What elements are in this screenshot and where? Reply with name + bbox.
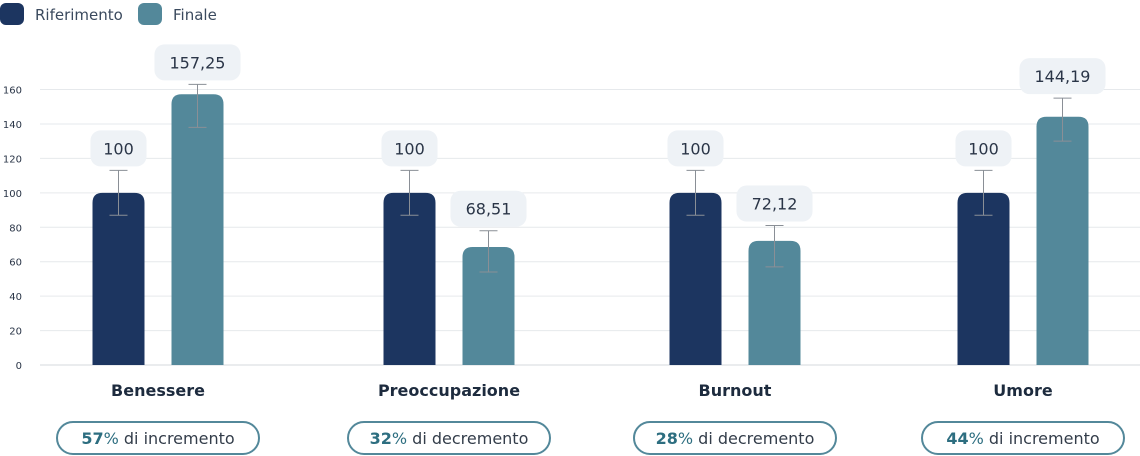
legend: Riferimento Finale xyxy=(0,3,217,25)
change-badge-text: 44% di incremento xyxy=(946,429,1099,448)
change-badge-text: 32% di decremento xyxy=(370,429,529,448)
data-label-bubble xyxy=(667,130,724,167)
bar-riferimento-umore xyxy=(957,192,1010,365)
error-bar-finale-burnout xyxy=(765,225,784,268)
data-label-text: 144,19 xyxy=(1035,67,1091,86)
legend-swatch-finale xyxy=(138,3,162,25)
data-labels: 100 157,25 100 68,51 100 72,12 100 144,19 xyxy=(90,44,1106,227)
y-tick-label-40: 40 xyxy=(9,292,22,303)
error-bar-finale-preoccupazione xyxy=(479,230,498,273)
change-unit: % xyxy=(969,429,984,448)
change-unit: % xyxy=(104,429,119,448)
legend-swatch-riferimento xyxy=(0,3,24,25)
y-tick-label-0: 0 xyxy=(16,361,22,372)
y-tick-label-100: 100 xyxy=(3,189,22,200)
change-description: di incremento xyxy=(984,429,1100,448)
data-label-riferimento-benessere: 100 xyxy=(90,130,147,167)
change-badge-burnout: 28% di decremento xyxy=(633,421,837,455)
x-tick-label-umore: Umore xyxy=(993,381,1053,400)
data-label-text: 100 xyxy=(394,139,425,158)
data-label-text: 100 xyxy=(680,139,711,158)
change-description: di decremento xyxy=(693,429,814,448)
change-value: 57 xyxy=(81,429,103,448)
bar-finale-preoccupazione xyxy=(462,247,515,365)
change-description: di incremento xyxy=(119,429,235,448)
x-axis: Benessere Preoccupazione Burnout Umore xyxy=(111,381,1053,400)
data-label-bubble xyxy=(1019,58,1106,95)
data-label-text: 72,12 xyxy=(752,195,798,214)
data-label-bubble xyxy=(736,185,813,222)
change-badge-preoccupazione: 32% di decremento xyxy=(347,421,551,455)
change-description: di decremento xyxy=(407,429,528,448)
change-badge-benessere: 57% di incremento xyxy=(56,421,260,455)
change-badge-outline xyxy=(633,421,837,455)
change-unit: % xyxy=(392,429,407,448)
data-label-bubble xyxy=(450,190,527,227)
x-tick-label-preoccupazione: Preoccupazione xyxy=(378,381,520,400)
x-tick-label-benessere: Benessere xyxy=(111,381,205,400)
data-label-finale-umore: 144,19 xyxy=(1019,58,1106,95)
data-label-text: 100 xyxy=(968,139,999,158)
change-badge-umore: 44% di incremento xyxy=(921,421,1125,455)
bar-finale-benessere xyxy=(171,94,224,365)
data-label-text: 157,25 xyxy=(170,53,226,72)
data-label-riferimento-preoccupazione: 100 xyxy=(381,130,438,167)
error-bar-riferimento-burnout xyxy=(686,169,705,216)
bar-finale-umore xyxy=(1036,116,1089,366)
data-label-text: 68,51 xyxy=(466,200,512,219)
y-tick-label-160: 160 xyxy=(3,86,22,97)
data-label-riferimento-burnout: 100 xyxy=(667,130,724,167)
bar-finale-burnout xyxy=(748,240,801,365)
error-bar-riferimento-umore xyxy=(974,169,993,216)
y-tick-label-140: 140 xyxy=(3,120,22,131)
data-label-bubble xyxy=(154,44,241,81)
error-bar-riferimento-preoccupazione xyxy=(400,169,419,216)
y-tick-label-80: 80 xyxy=(9,223,22,234)
y-axis: 0 20 40 60 80 100 120 140 160 xyxy=(3,86,22,373)
error-bar-riferimento-benessere xyxy=(109,169,128,216)
change-value: 28 xyxy=(656,429,678,448)
bar-riferimento-benessere xyxy=(92,192,145,365)
data-label-riferimento-umore: 100 xyxy=(955,130,1012,167)
change-badge-outline xyxy=(56,421,260,455)
data-label-finale-benessere: 157,25 xyxy=(154,44,241,81)
data-label-text: 100 xyxy=(103,139,134,158)
y-tick-label-20: 20 xyxy=(9,327,22,338)
change-badge-text: 28% di decremento xyxy=(656,429,815,448)
bar-riferimento-burnout xyxy=(669,192,722,365)
error-bar-finale-umore xyxy=(1053,97,1072,142)
error-bars xyxy=(109,83,1072,273)
change-value: 44 xyxy=(946,429,968,448)
legend-label-riferimento: Riferimento xyxy=(35,6,123,24)
bar-riferimento-preoccupazione xyxy=(383,192,436,365)
data-label-bubble xyxy=(90,130,147,167)
data-label-bubble xyxy=(955,130,1012,167)
change-value: 32 xyxy=(370,429,392,448)
error-bar-finale-benessere xyxy=(188,83,207,128)
y-tick-label-120: 120 xyxy=(3,154,22,165)
change-badge-outline xyxy=(347,421,551,455)
data-label-bubble xyxy=(381,130,438,167)
data-label-finale-preoccupazione: 68,51 xyxy=(450,190,527,227)
change-badges: 57% di incremento 32% di decremento 28% di… xyxy=(56,421,1125,455)
change-unit: % xyxy=(678,429,693,448)
change-badge-text: 57% di incremento xyxy=(81,429,234,448)
x-tick-label-burnout: Burnout xyxy=(699,381,772,400)
legend-label-finale: Finale xyxy=(173,6,217,24)
bars xyxy=(92,94,1089,366)
data-label-finale-burnout: 72,12 xyxy=(736,185,813,222)
y-tick-label-60: 60 xyxy=(9,258,22,269)
change-badge-outline xyxy=(921,421,1125,455)
